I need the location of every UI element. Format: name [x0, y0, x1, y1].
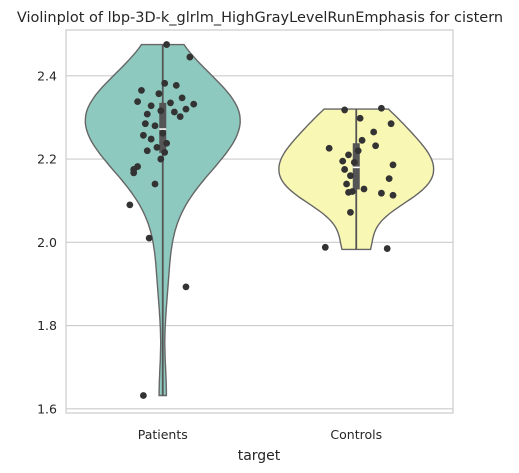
data-point	[163, 41, 171, 48]
data-point	[163, 139, 171, 147]
data-point	[345, 188, 352, 196]
x-axis-label: target	[238, 448, 281, 464]
data-point	[339, 157, 347, 165]
data-point	[356, 114, 364, 122]
x-tick-label: Patients	[138, 427, 188, 442]
data-point	[159, 129, 167, 137]
x-tick-labels: Patients Controls	[138, 427, 382, 442]
data-point	[182, 283, 190, 291]
data-point	[341, 106, 349, 114]
data-point	[387, 120, 395, 128]
y-tick-label: 1.8	[37, 318, 57, 333]
data-point	[145, 234, 153, 242]
data-point	[134, 98, 141, 106]
data-point	[126, 201, 134, 209]
inner-boxplots	[159, 44, 360, 396]
x-tick-label: Controls	[330, 427, 382, 442]
y-tick-label: 2.4	[37, 68, 57, 83]
data-point	[157, 155, 165, 163]
strip-points	[126, 41, 397, 399]
iqr-box	[159, 102, 167, 153]
data-point	[155, 90, 163, 98]
data-point	[141, 120, 149, 128]
data-point	[161, 79, 169, 87]
data-point	[341, 166, 349, 173]
data-point	[190, 100, 198, 108]
data-point	[147, 135, 155, 143]
data-point	[345, 151, 352, 159]
data-point	[321, 243, 329, 251]
iqr-box	[352, 143, 360, 190]
data-point	[389, 191, 397, 199]
y-tick-label: 2.0	[37, 235, 57, 250]
data-point	[147, 102, 155, 110]
data-point	[170, 108, 178, 116]
data-point	[389, 161, 397, 169]
data-point	[143, 147, 151, 155]
data-point	[172, 81, 180, 89]
data-point	[325, 144, 333, 152]
y-tick-labels: 1.6 1.8 2.0 2.2 2.4	[37, 68, 57, 416]
data-point	[186, 53, 194, 61]
data-point	[347, 172, 354, 180]
data-point	[360, 185, 368, 193]
data-point	[347, 208, 354, 216]
data-point	[354, 147, 362, 155]
data-point	[161, 148, 169, 156]
data-point	[130, 169, 138, 177]
data-point	[151, 122, 159, 130]
y-tick-label: 2.2	[37, 152, 57, 167]
data-point	[358, 136, 366, 144]
data-point	[140, 392, 147, 399]
data-point	[140, 131, 147, 139]
y-tick-label: 1.6	[37, 401, 57, 416]
data-point	[350, 158, 358, 166]
data-point	[167, 99, 174, 107]
data-point	[176, 113, 184, 120]
data-point	[182, 105, 190, 113]
data-point	[372, 142, 379, 150]
data-point	[383, 245, 391, 252]
data-point	[151, 180, 159, 188]
data-point	[143, 110, 151, 118]
data-point	[178, 94, 186, 102]
data-point	[370, 128, 378, 136]
chart-title: Violinplot of lbp-3D-k_glrlm_HighGrayLev…	[17, 10, 503, 26]
data-point	[378, 189, 385, 197]
data-point	[138, 86, 145, 94]
data-point	[343, 180, 350, 188]
data-point	[157, 107, 165, 115]
data-point	[153, 143, 161, 151]
data-point	[385, 175, 393, 183]
data-point	[378, 104, 385, 112]
